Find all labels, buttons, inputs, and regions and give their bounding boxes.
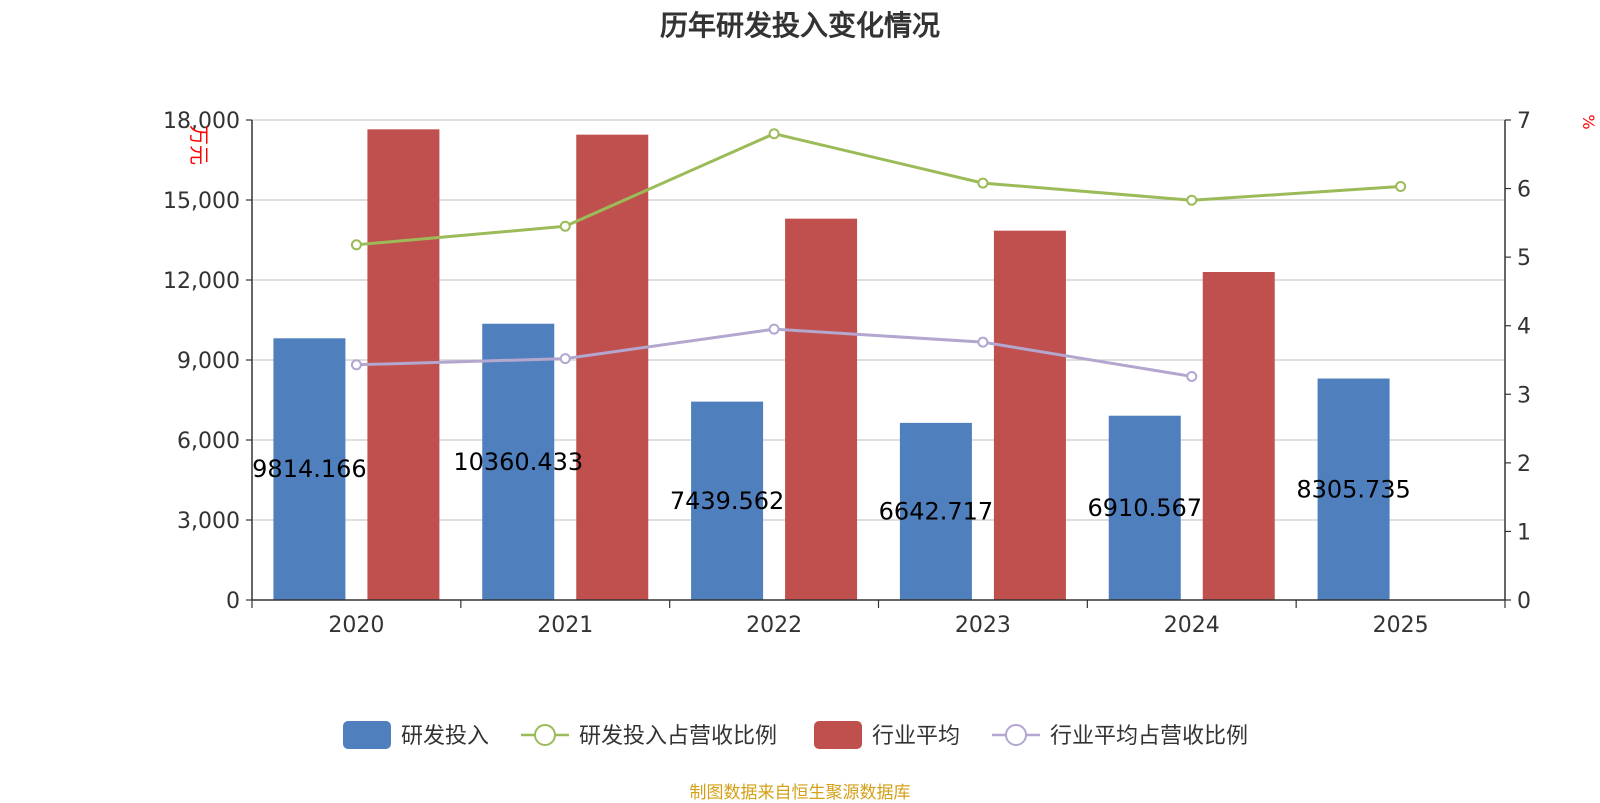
bar-研发投入	[273, 338, 346, 600]
point-研发投入占营收比例	[559, 220, 571, 232]
bar-data-label: 6642.717	[879, 497, 994, 525]
y-right-axis-label: %	[1579, 114, 1598, 129]
bar-研发投入	[482, 323, 555, 600]
bar-data-label: 7439.562	[670, 487, 785, 515]
legend-swatch	[814, 721, 862, 749]
y-left-tick-label: 6,000	[177, 429, 240, 454]
point-行业平均占营收比例	[1186, 370, 1198, 382]
point-行业平均占营收比例	[559, 353, 571, 365]
bar-data-label: 6910.567	[1087, 494, 1202, 522]
y-left-tick-label: 9,000	[177, 349, 240, 374]
legend-item: 研发投入	[343, 721, 489, 749]
y-right-tick-label: 2	[1517, 452, 1531, 477]
legend-layer: 研发投入 研发投入占营收比例 行业平均 行业平均占营收比例	[343, 721, 1248, 749]
x-tick-label: 2022	[746, 613, 802, 638]
bar-研发投入	[691, 401, 764, 600]
y-left-tick-label: 12,000	[163, 269, 240, 294]
legend-label: 研发投入占营收比例	[579, 724, 777, 749]
legend-label: 行业平均	[872, 724, 960, 749]
axis-layer: 0 3,000 6,000 9,000 12,000 15,000 18,000 0 1 2 3 4 5…	[163, 109, 1598, 638]
legend-item: 研发投入占营收比例	[521, 724, 777, 749]
y-right-tick-label: 4	[1517, 315, 1531, 340]
grid-layer	[252, 119, 1505, 521]
y-left-axis-label: 万元	[187, 125, 211, 165]
point-行业平均占营收比例	[977, 336, 989, 348]
y-left-tick-label: 3,000	[177, 509, 240, 534]
point-研发投入占营收比例	[1186, 194, 1198, 206]
legend-swatch-marker	[534, 724, 556, 746]
legend-label: 行业平均占营收比例	[1050, 724, 1248, 749]
bar-研发投入	[899, 422, 972, 600]
y-right-tick-label: 0	[1517, 589, 1531, 614]
point-行业平均占营收比例	[350, 359, 362, 371]
legend-swatch	[343, 721, 391, 749]
bar-行业平均	[576, 134, 649, 600]
x-tick-label: 2020	[328, 613, 384, 638]
bar-行业平均	[785, 218, 858, 600]
point-研发投入占营收比例	[977, 177, 989, 189]
bar-行业平均	[1202, 272, 1275, 600]
legend-item: 行业平均占营收比例	[992, 724, 1248, 749]
bar-data-label: 9814.166	[252, 455, 367, 483]
bar-data-label: 10360.433	[453, 448, 583, 476]
y-left-tick-label: 18,000	[163, 109, 240, 134]
y-left-tick-label: 15,000	[163, 189, 240, 214]
x-tick-label: 2023	[955, 613, 1011, 638]
chart-title: 历年研发投入变化情况	[659, 9, 940, 42]
x-tick-label: 2021	[537, 613, 593, 638]
bar-研发投入	[1108, 415, 1181, 600]
point-研发投入占营收比例	[1395, 181, 1407, 193]
legend-item: 行业平均	[814, 721, 960, 749]
y-right-tick-label: 6	[1517, 178, 1531, 203]
x-tick-label: 2024	[1164, 613, 1220, 638]
point-研发投入占营收比例	[768, 128, 780, 140]
y-right-tick-label: 3	[1517, 383, 1531, 408]
point-行业平均占营收比例	[768, 323, 780, 335]
bar-行业平均	[993, 230, 1066, 600]
line-行业平均占营收比例	[356, 327, 1192, 378]
bar-研发投入	[1317, 378, 1390, 600]
label-layer: 9814.166 10360.433 7439.562 6642.717 6910.56…	[252, 448, 1411, 526]
legend-label: 研发投入	[401, 724, 489, 749]
line-研发投入占营收比例	[356, 132, 1401, 247]
point-研发投入占营收比例	[350, 239, 362, 251]
y-right-tick-label: 5	[1517, 246, 1531, 271]
x-tick-label: 2025	[1373, 613, 1429, 638]
source-note: 制图数据来自恒生聚源数据库	[689, 783, 911, 803]
legend-swatch-marker	[1005, 724, 1027, 746]
bar-data-label: 8305.735	[1296, 475, 1411, 503]
y-right-tick-label: 7	[1517, 109, 1531, 134]
bar-layer	[273, 129, 1390, 601]
y-right-tick-label: 1	[1517, 520, 1531, 545]
y-left-tick-label: 0	[226, 589, 240, 614]
line-layer	[350, 128, 1407, 382]
